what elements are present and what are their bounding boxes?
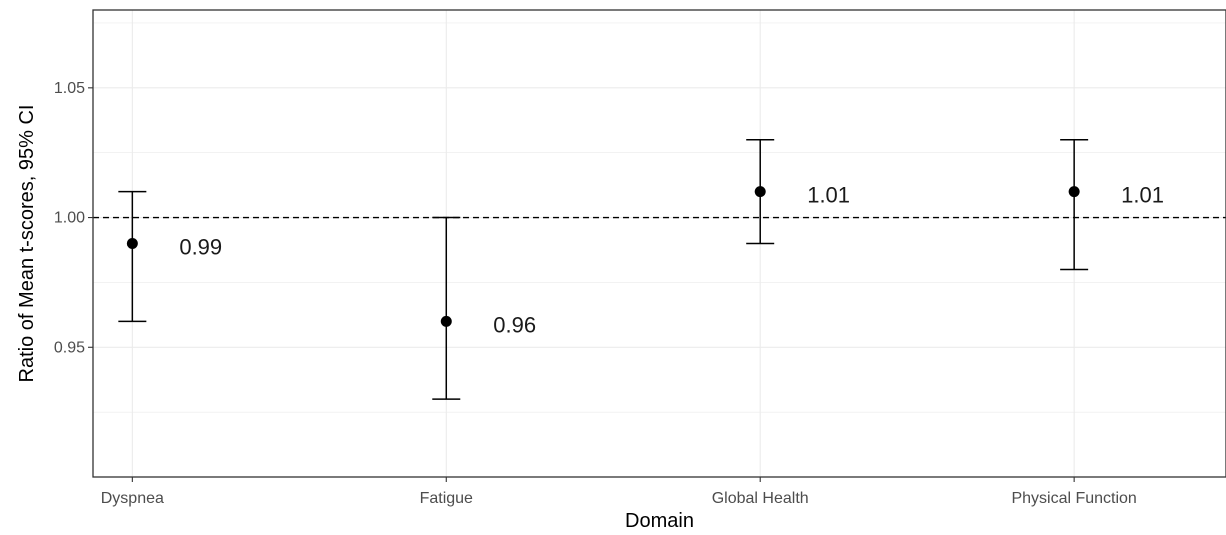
data-label: 0.96 [493,312,536,337]
data-point [1068,186,1080,198]
axis-layer: 0.95 1.00 1.05 Dyspnea Fatigue Global Health P… [54,80,1137,507]
data-label: 0.99 [179,235,222,260]
data-label: 1.01 [1121,183,1164,208]
y-tick-label: 1.05 [54,80,85,97]
x-tick-label: Physical Function [1011,490,1136,507]
x-tick-label: Fatigue [420,490,473,507]
y-tick-label: 0.95 [54,339,85,356]
data-point [754,186,766,198]
data-point-group: 0.99 [118,190,222,323]
panel-border [92,9,1226,478]
y-axis-title: Ratio of Mean t-scores, 95% CI [16,105,38,383]
marks-layer: 0.99 0.96 1.01 1.01 [118,138,1164,400]
data-point [440,315,452,327]
grid-layer [93,10,1226,477]
data-label: 1.01 [807,183,850,208]
x-tick-label: Global Health [712,490,809,507]
x-axis-title: Domain [625,510,694,532]
data-point-group: 1.01 [746,138,850,245]
data-point [126,238,138,249]
y-tick-label: 1.00 [54,210,85,227]
x-tick-label: Dyspnea [101,490,164,507]
data-point-group: 1.01 [1060,138,1164,271]
data-point-group: 0.96 [432,216,536,400]
